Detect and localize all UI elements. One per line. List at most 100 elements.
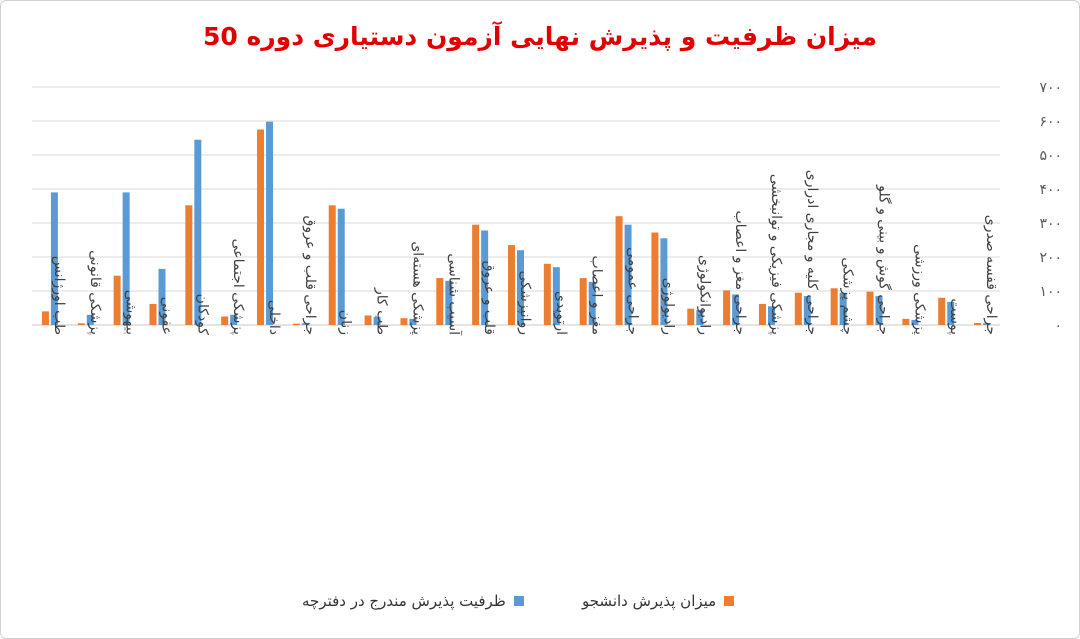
bar-admitted [794, 292, 802, 325]
y-tick-label: ۱۰۰ [1039, 284, 1062, 300]
y-tick-label: ۲۰۰ [1039, 250, 1062, 266]
bar-admitted [902, 318, 910, 325]
bar-capacity [732, 294, 740, 325]
x-category-label: مغز و اعصاب [589, 256, 605, 335]
bar-admitted [113, 275, 121, 325]
bar-admitted [651, 232, 659, 325]
x-category-label: جراحی کلیه و مجاری ادراری [804, 170, 820, 335]
bar-admitted [579, 278, 587, 325]
bar-capacity [803, 296, 811, 325]
bar-admitted [221, 316, 229, 325]
x-category-label: زنان [338, 310, 354, 335]
bar-capacity [445, 280, 453, 325]
bar-capacity [337, 208, 345, 325]
bar-admitted [149, 303, 157, 325]
x-category-label: روانپزشکی [517, 271, 533, 335]
y-tick-label: ۰ [1054, 318, 1062, 334]
y-axis-ticks: ۰ ۱۰۰ ۲۰۰ ۳۰۰ ۴۰۰ ۵۰۰ ۶۰۰ ۷۰۰ [1039, 80, 1062, 334]
bar-capacity [481, 230, 489, 325]
bar-capacity [983, 323, 991, 325]
bar-admitted [938, 297, 946, 325]
bar-admitted [974, 322, 982, 325]
x-category-label: طب اورژانس [51, 256, 67, 335]
bar-capacity [552, 267, 560, 325]
bar-admitted [866, 291, 874, 325]
legend-item-admitted: میزان پذیرش دانشجو [582, 592, 735, 610]
x-category-label: جراحی قفسه صدری [983, 215, 999, 335]
legend-label-capacity: ظرفیت پذیرش مندرج در دفترچه [302, 592, 506, 610]
y-tick-label: ۳۰۰ [1039, 216, 1062, 232]
bar-admitted [830, 288, 838, 325]
x-category-label: پوست [947, 298, 963, 335]
bar-admitted [364, 315, 372, 325]
x-category-label: جراحی گوش و بینی و گلو [876, 184, 893, 335]
bar-capacity [588, 281, 596, 325]
x-category-label: پزشکی قانونی [87, 250, 103, 335]
bar-admitted [41, 311, 49, 325]
gridlines [32, 86, 1000, 326]
bar-admitted [257, 129, 265, 325]
bar-admitted [758, 303, 766, 325]
bar-admitted [723, 290, 731, 325]
bar-capacity [767, 306, 775, 325]
bar-capacity [122, 192, 130, 325]
bar-capacity [373, 316, 381, 325]
x-category-label: پزشکی ورزشی [911, 244, 927, 335]
x-category-label: آسیب شناسی [445, 253, 462, 336]
x-axis-labels: طب اورژانس پزشکی قانونی بیهوشی عفونی کودکان پ… [51, 170, 999, 336]
bar-capacity [194, 139, 202, 325]
legend-swatch-orange [724, 596, 735, 606]
x-category-label: ارتوپدی [553, 291, 569, 335]
bar-admitted [292, 323, 300, 325]
x-category-label: جراحی مغز و اعصاب [732, 210, 748, 335]
bar-admitted [77, 323, 85, 325]
legend-swatch-blue [513, 596, 524, 606]
bar-capacity [266, 121, 274, 326]
bar-capacity [230, 314, 238, 325]
x-category-label: چشم پزشکی [840, 257, 856, 335]
bar-capacity [660, 238, 668, 325]
bar-admitted [400, 318, 408, 325]
y-tick-label: ۷۰۰ [1039, 80, 1062, 96]
bar-capacity [517, 250, 524, 325]
bar-capacity [50, 192, 58, 325]
bar-capacity [696, 310, 704, 325]
x-category-label: عفونی [158, 297, 174, 335]
bar-capacity [86, 314, 94, 325]
bar-capacity [911, 319, 919, 325]
x-category-label: پزشکی فیزیکی و توانبخشی [768, 174, 784, 335]
bar-admitted [436, 278, 444, 325]
bars [41, 121, 991, 326]
y-tick-label: ۶۰۰ [1039, 114, 1062, 130]
x-category-label: جراحی قلب و عروق [302, 216, 318, 335]
x-category-label: پزشکی اجتماعی [230, 239, 246, 335]
bar-capacity [875, 296, 883, 325]
bar-capacity [158, 268, 166, 325]
chart-title: میزان ظرفیت و پذیرش نهایی آزمون دستیاری … [203, 22, 877, 51]
bar-capacity [409, 318, 417, 325]
x-category-label: جراحی عمومی [625, 247, 641, 335]
y-tick-label: ۵۰۰ [1039, 148, 1062, 164]
x-category-label: رادیوانکولوژی [696, 255, 712, 335]
y-tick-label: ۴۰۰ [1039, 182, 1062, 198]
x-category-label: طب کار [374, 287, 390, 335]
x-category-label: رادیولوژی [660, 278, 676, 335]
bar-admitted [472, 224, 480, 325]
x-category-label: قلب و عروق [481, 261, 497, 335]
x-category-label: بیهوشی [123, 290, 139, 335]
bar-admitted [687, 308, 695, 325]
legend-label-admitted: میزان پذیرش دانشجو [582, 592, 717, 610]
bar-capacity [947, 301, 955, 325]
x-category-label: داخلی [266, 300, 282, 335]
x-category-label: کودکان [194, 294, 210, 336]
bar-capacity [624, 224, 632, 325]
bar-capacity [839, 292, 847, 325]
bar-admitted [328, 205, 336, 325]
legend-item-capacity: ظرفیت پذیرش مندرج در دفترچه [302, 592, 524, 610]
bar-admitted [508, 245, 515, 325]
bar-admitted [543, 263, 551, 325]
bar-admitted [615, 216, 623, 325]
x-category-label: پزشکی هسته‌ای [409, 241, 425, 335]
